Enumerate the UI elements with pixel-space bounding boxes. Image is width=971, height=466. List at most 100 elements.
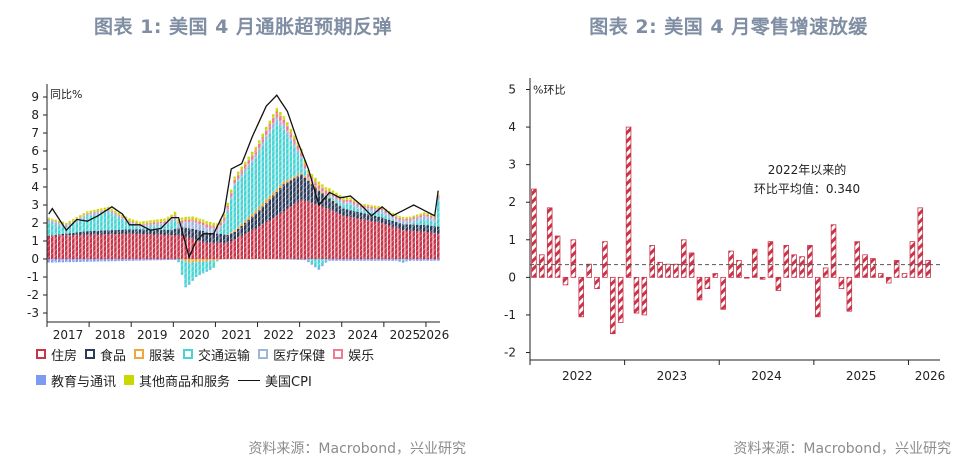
bar-segment	[128, 223, 131, 230]
bar-segment	[131, 219, 135, 223]
bar-segment	[201, 241, 205, 259]
bar-segment	[54, 225, 58, 235]
bar	[712, 273, 719, 278]
bar-segment	[272, 195, 275, 218]
legend-item: 交通运输	[183, 345, 250, 364]
bar-segment	[191, 216, 194, 220]
bar-segment	[243, 164, 247, 170]
bar-segment	[405, 259, 408, 260]
bar-segment	[198, 240, 201, 259]
bar-segment	[229, 189, 233, 193]
bar-segment	[117, 259, 121, 262]
bar-segment	[208, 242, 212, 259]
bar-segment	[412, 224, 415, 231]
bar-segment	[436, 201, 440, 227]
bar-segment	[191, 262, 194, 281]
bar-segment	[184, 216, 187, 220]
bar-segment	[422, 225, 426, 232]
legend-item: 美国CPI	[238, 371, 312, 390]
bar-segment	[345, 204, 349, 210]
bar-segment	[205, 224, 208, 227]
x-tick-label: 2022	[562, 369, 593, 383]
bar-segment	[303, 175, 307, 178]
bar-segment	[412, 259, 415, 261]
bar-segment	[100, 234, 103, 259]
bar-segment	[180, 222, 184, 228]
bar-segment	[321, 264, 324, 267]
bar-segment	[156, 234, 159, 259]
bar-segment	[54, 221, 58, 226]
bar-segment	[89, 212, 93, 214]
bar-segment	[268, 133, 272, 196]
bar-segment	[317, 205, 321, 259]
bar-segment	[296, 176, 300, 202]
bar-segment	[405, 217, 408, 219]
bar-segment	[335, 203, 338, 213]
bar	[586, 263, 592, 278]
bar-segment	[251, 230, 254, 259]
bar-segment	[366, 214, 370, 221]
bar-segment	[279, 185, 282, 189]
bar	[885, 276, 892, 284]
bar-segment	[254, 228, 258, 259]
legend-swatch	[85, 349, 96, 359]
bar-segment	[215, 229, 219, 234]
bar-segment	[293, 143, 296, 147]
bar-segment	[54, 235, 58, 259]
bar-segment	[296, 150, 300, 153]
bar-segment	[419, 220, 422, 225]
bar-segment	[300, 152, 303, 157]
bar-segment	[128, 218, 131, 221]
bar-segment	[131, 222, 135, 224]
bar-segment	[296, 201, 300, 259]
bar-segment	[89, 234, 93, 259]
bar-segment	[166, 219, 170, 222]
bar	[822, 267, 829, 278]
bar-segment	[307, 259, 310, 261]
bar-segment	[356, 211, 359, 219]
bar-segment	[131, 229, 135, 234]
bar-segment	[149, 234, 152, 259]
bar-segment	[166, 235, 170, 259]
bar-segment	[96, 211, 100, 215]
bar-segment	[236, 171, 240, 175]
legend-row: 教育与通讯 其他商品和服务 美国CPI	[36, 369, 382, 391]
bar-segment	[380, 208, 384, 211]
bar-segment	[226, 234, 229, 243]
bar-segment	[293, 176, 296, 179]
legend-label: 服装	[149, 348, 176, 364]
legend-label: 其他商品和服务	[139, 374, 231, 390]
bar-segment	[100, 213, 103, 231]
bar-segment	[166, 224, 170, 230]
bar-segment	[68, 226, 72, 234]
x-tick-label: 2018	[95, 328, 126, 342]
bar-segment	[215, 260, 219, 262]
bar-segment	[75, 222, 79, 233]
bar	[554, 235, 561, 278]
cpi-contribution-chart: -3 -2 -1 0 1 2 3 4 5 6 7 8 9 同比% 2017 2018 2019 2020 2021 2…	[27, 84, 449, 342]
bar-segment	[345, 209, 349, 217]
x-tick-label: 2023	[305, 328, 336, 342]
bar	[539, 254, 545, 278]
bar-segment	[93, 212, 96, 213]
y-tick-label: 4	[31, 180, 39, 194]
bar-segment	[145, 220, 149, 224]
bar-segment	[314, 185, 317, 188]
bar-segment	[377, 213, 380, 217]
bar-segment	[187, 219, 191, 222]
bar-segment	[194, 220, 198, 223]
bar-segment	[212, 225, 215, 229]
bar-segment	[307, 260, 310, 263]
bar-segment	[366, 204, 370, 207]
bar-segment	[275, 188, 279, 192]
bar-segment	[222, 220, 226, 224]
y-tick-label: 0	[31, 252, 39, 266]
bar-segment	[296, 152, 300, 175]
bar-segment	[68, 223, 72, 227]
bar-segment	[152, 259, 156, 261]
bar-segment	[279, 125, 282, 186]
bar	[925, 260, 931, 278]
bar-segment	[226, 212, 229, 235]
bar-segment	[75, 219, 79, 223]
bar-segment	[405, 220, 408, 225]
